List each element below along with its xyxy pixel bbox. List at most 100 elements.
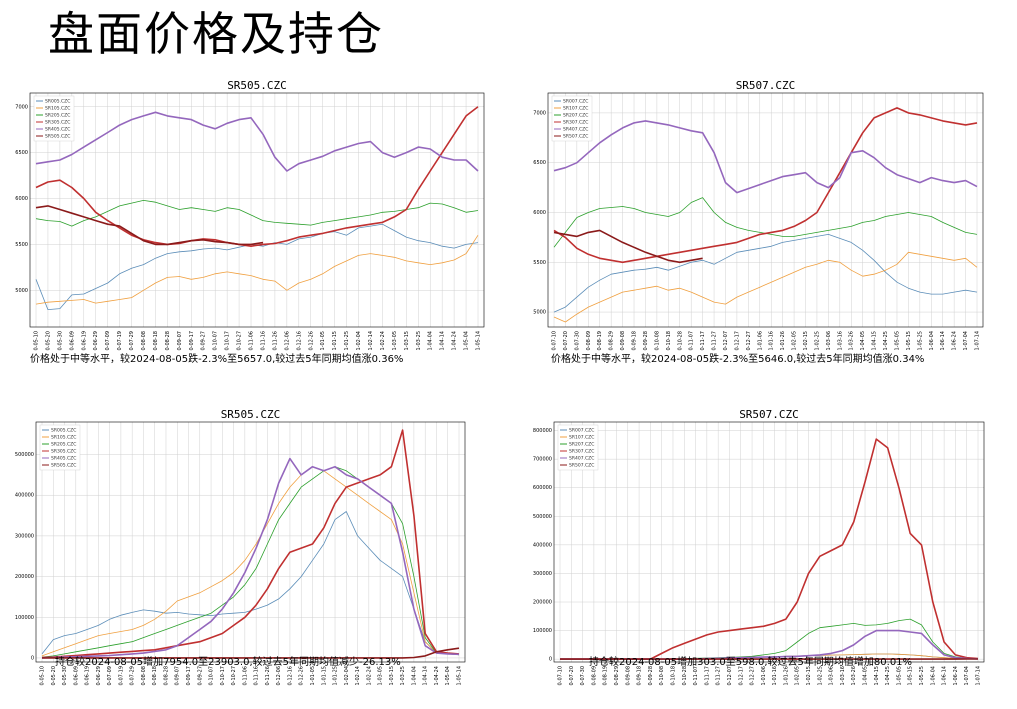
x-tick-label: 0-10-27	[231, 666, 237, 686]
x-tick-label: 0-07-29	[130, 666, 136, 686]
x-tick-label: 1-05-25	[919, 666, 925, 686]
x-tick-label: 1-04-15	[872, 331, 878, 351]
series-line	[560, 438, 979, 660]
legend-box	[33, 95, 75, 142]
series-line	[35, 111, 479, 172]
x-tick-label: 0-08-19	[597, 331, 603, 351]
x-tick-label: 1-01-25	[344, 331, 350, 351]
y-tick-label: 600000	[533, 485, 552, 491]
x-tick-label: 0-10-07	[213, 331, 219, 351]
x-tick-label: 1-01-05	[310, 666, 316, 686]
plot-frame	[553, 421, 985, 663]
x-tick-label: 1-04-05	[863, 666, 869, 686]
x-tick-label: 1-03-06	[829, 666, 835, 686]
legend-label: SR207.CZC	[569, 442, 594, 448]
x-tick-label: 0-07-09	[105, 331, 111, 351]
plot-frame	[29, 92, 485, 328]
oi-note-sr507: 持仓较2024-08-05增加303.0至598.0,较过去5年同期均值增加80…	[589, 657, 913, 668]
x-tick-label: 1-04-14	[423, 666, 429, 686]
x-tick-label: 0-07-10	[558, 666, 564, 686]
x-tick-label: 1-04-25	[885, 666, 891, 686]
x-tick-label: 0-10-18	[666, 331, 672, 351]
x-tick-label: 0-11-06	[242, 666, 248, 686]
x-tick-label: 1-02-24	[380, 331, 386, 351]
x-tick-label: 0-06-29	[93, 331, 99, 351]
x-tick-label: 0-05-30	[62, 666, 68, 686]
x-tick-label: 0-10-17	[220, 666, 226, 686]
x-tick-label: 1-05-14	[476, 331, 482, 351]
x-tick-label: 1-01-16	[769, 331, 775, 351]
x-tick-label: 0-12-06	[276, 666, 282, 686]
x-tick-label: 0-12-16	[287, 666, 293, 686]
x-tick-label: 0-11-17	[704, 666, 710, 686]
y-tick-label: 800000	[533, 428, 552, 434]
series-line	[553, 120, 978, 194]
x-tick-label: 1-01-16	[772, 666, 778, 686]
series-line	[42, 647, 460, 659]
y-tick-label: 400000	[15, 493, 34, 499]
x-tick-label: 1-04-05	[860, 331, 866, 351]
x-tick-label: 0-07-20	[569, 666, 575, 686]
x-tick-label: 0-12-07	[723, 331, 729, 351]
x-tick-label: 1-07-14	[976, 666, 982, 686]
x-tick-label: 1-04-25	[883, 331, 889, 351]
x-tick-label: 0-12-17	[734, 331, 740, 351]
chart-title: SR507.CZC	[739, 408, 799, 421]
legend-label: SR007.CZC	[563, 99, 588, 105]
x-tick-label: 0-08-19	[603, 666, 609, 686]
y-tick-label: 5000	[15, 288, 28, 294]
x-tick-label: 0-11-26	[272, 331, 278, 351]
x-tick-label: 1-03-26	[849, 331, 855, 351]
x-tick-label: 0-10-28	[677, 331, 683, 351]
chart-title: SR507.CZC	[736, 79, 796, 92]
x-tick-label: 1-02-14	[368, 331, 374, 351]
x-tick-label: 0-09-27	[201, 331, 207, 351]
x-tick-label: 0-09-28	[648, 666, 654, 686]
x-tick-label: 1-03-16	[837, 331, 843, 351]
x-tick-label: 0-11-07	[693, 666, 699, 686]
y-tick-label: 100000	[533, 628, 552, 634]
x-tick-label: 1-01-15	[332, 331, 338, 351]
x-tick-label: 1-04-04	[411, 666, 417, 686]
x-tick-label: 1-05-14	[457, 666, 463, 686]
x-tick-label: 0-12-26	[299, 666, 305, 686]
x-tick-label: 0-06-09	[73, 666, 79, 686]
x-tick-label: 0-11-27	[716, 666, 722, 686]
x-tick-label: 0-12-27	[746, 331, 752, 351]
x-tick-label: 0-05-10	[40, 666, 46, 686]
x-tick-label: 0-09-28	[643, 331, 649, 351]
x-tick-label: 1-06-04	[929, 331, 935, 351]
x-tick-label: 1-05-04	[445, 666, 451, 686]
legend-label: SR507.CZC	[563, 134, 588, 140]
legend-label: SR107.CZC	[563, 106, 588, 112]
legend-label: SR507.CZC	[569, 463, 594, 469]
series-line	[35, 106, 479, 247]
x-tick-label: 0-08-09	[591, 666, 597, 686]
x-tick-label: 0-05-10	[34, 331, 40, 351]
x-tick-label: 0-12-27	[750, 666, 756, 686]
x-tick-label: 0-08-18	[153, 331, 159, 351]
chart-title: SR505.CZC	[227, 79, 287, 92]
legend-label: SR307.CZC	[563, 120, 588, 126]
x-tick-label: 0-11-17	[700, 331, 706, 351]
x-tick-label: 1-07-14	[975, 331, 981, 351]
x-tick-label: 0-06-29	[96, 666, 102, 686]
x-tick-label: 1-03-06	[826, 331, 832, 351]
y-tick-label: 700000	[533, 457, 552, 463]
x-tick-label: 1-03-05	[392, 331, 398, 351]
legend-label: SR405.CZC	[45, 127, 70, 133]
legend-label: SR105.CZC	[45, 106, 70, 112]
x-tick-label: 1-04-24	[452, 331, 458, 351]
x-tick-label: 0-12-16	[296, 331, 302, 351]
page-title: 盘面价格及持仓	[48, 7, 384, 61]
x-tick-label: 0-11-16	[254, 666, 260, 686]
x-tick-label: 0-07-30	[574, 331, 580, 351]
x-tick-label: 0-05-30	[57, 331, 63, 351]
x-tick-label: 0-09-07	[175, 666, 181, 686]
x-tick-label: 1-06-04	[930, 666, 936, 686]
x-tick-label: 1-02-05	[792, 331, 798, 351]
x-tick-label: 0-07-19	[117, 331, 123, 351]
price-note-sr507: 价格处于中等水平，较2024-08-05跌-2.3%至5646.0,较过去5年同…	[551, 354, 925, 365]
legend-label: SR407.CZC	[563, 127, 588, 133]
